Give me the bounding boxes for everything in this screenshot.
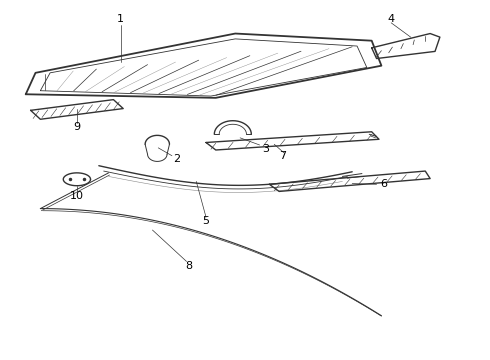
Text: 4: 4 (388, 14, 395, 23)
Text: 8: 8 (185, 261, 193, 271)
Text: 9: 9 (74, 122, 80, 132)
Text: 3: 3 (262, 144, 269, 154)
Text: 2: 2 (173, 154, 180, 164)
Text: 5: 5 (202, 216, 210, 226)
Text: 6: 6 (380, 179, 388, 189)
Text: 1: 1 (117, 14, 124, 24)
Text: 10: 10 (70, 191, 84, 201)
Text: 7: 7 (279, 152, 287, 161)
